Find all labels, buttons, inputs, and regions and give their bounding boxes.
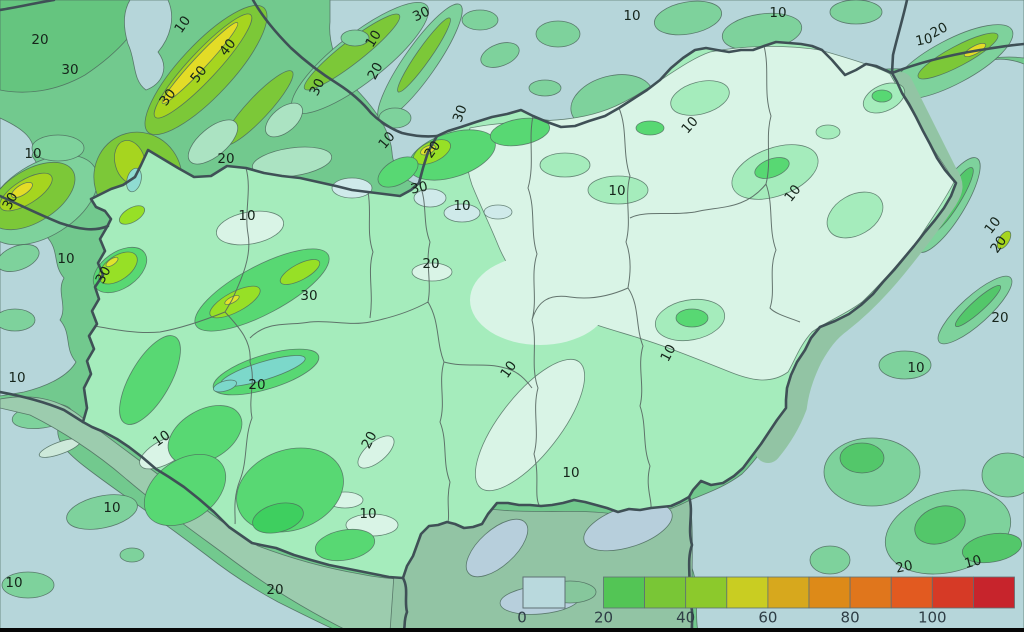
contour-label: 30 — [306, 76, 328, 98]
legend-color-segment — [931, 576, 974, 609]
contour-label: 10 — [238, 208, 255, 224]
legend-color-segment — [685, 576, 728, 609]
legend-color-segment — [973, 576, 1015, 609]
legend-tick-label: 20 — [594, 609, 613, 627]
contour-label: 20 — [422, 256, 439, 272]
contour-label: 20 — [358, 429, 380, 452]
contour-label: 30 — [0, 190, 22, 213]
color-scale-legend: 0 20 40 60 80 100 — [517, 576, 1015, 627]
legend-tick-label: 100 — [918, 609, 947, 627]
contour-label: 10 — [657, 342, 679, 365]
contour-label: 10 — [914, 30, 934, 49]
contour-label: 20 — [364, 60, 386, 83]
contour-label: 10 — [623, 8, 640, 24]
contour-label: 10 — [8, 370, 25, 386]
legend-tick-label: 60 — [758, 609, 777, 627]
contour-label: 10 — [907, 360, 924, 376]
contour-label: 10 — [453, 198, 470, 214]
contour-label: 10 — [24, 146, 41, 162]
contour-label: 10 — [562, 465, 579, 481]
legend-color-segment — [890, 576, 933, 609]
contour-label: 10 — [359, 506, 376, 522]
contour-label: 10 — [963, 552, 984, 572]
contour-label: 10 — [103, 500, 120, 516]
contour-label: 20 — [248, 377, 265, 393]
contour-label: 10 — [769, 5, 786, 21]
contour-label: 10 — [57, 251, 74, 267]
contour-label: 20 — [217, 151, 234, 167]
legend-color-segment — [849, 576, 892, 609]
hungary-contour-field — [92, 46, 955, 562]
contour-label: 20 — [266, 582, 283, 598]
legend-tick-label: 80 — [841, 609, 860, 627]
contour-label: 30 — [92, 264, 114, 287]
contour-label: 30 — [300, 288, 317, 304]
contour-label: 10 — [608, 183, 625, 199]
contour-label: 20 — [31, 32, 48, 48]
legend-color-segment — [644, 576, 687, 609]
legend-color-segment — [726, 576, 769, 609]
contour-label: 30 — [61, 62, 78, 78]
contour-label: 30 — [409, 178, 429, 197]
contour-label: 10 — [5, 575, 22, 591]
contour-label: 20 — [894, 557, 914, 576]
bottom-strip — [0, 628, 1024, 632]
county-borders — [94, 45, 801, 525]
legend-zero-swatch — [522, 576, 566, 609]
legend-color-segment — [808, 576, 851, 609]
legend-color-segment — [767, 576, 810, 609]
contour-label: 30 — [410, 3, 432, 25]
contour-label: 30 — [450, 103, 471, 125]
legend-color-segment — [603, 576, 645, 609]
lake-balaton — [212, 348, 320, 396]
contour-label: 10 — [362, 27, 385, 50]
legend-tick-label: 40 — [676, 609, 695, 627]
legend-zero-label: 0 — [517, 609, 527, 627]
contour-label: 20 — [928, 19, 951, 41]
low-region-northwest — [124, 0, 172, 91]
contour-label: 20 — [991, 310, 1008, 326]
